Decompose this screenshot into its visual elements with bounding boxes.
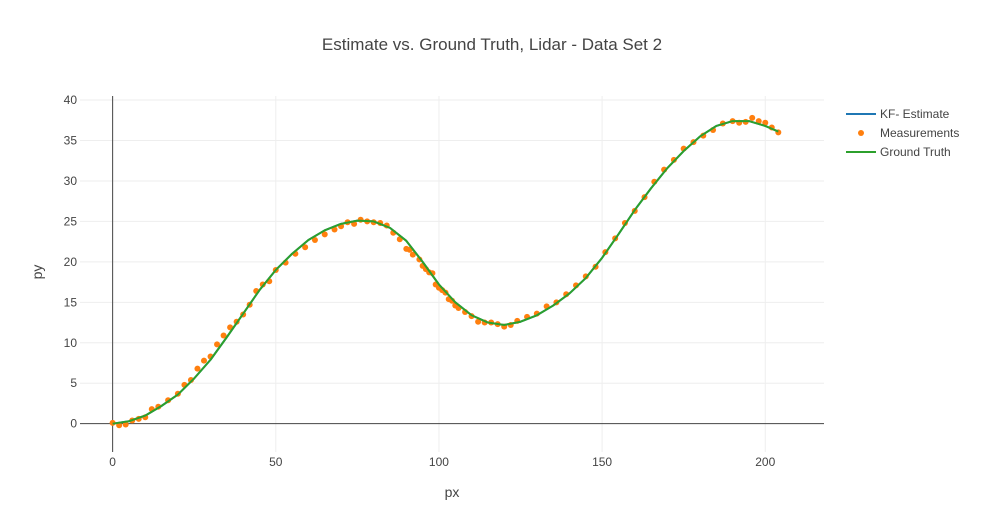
measurement-point xyxy=(409,251,416,258)
measurement-point xyxy=(321,231,328,238)
x-tick-label: 150 xyxy=(592,455,612,469)
measurement-point xyxy=(220,332,227,339)
chart-title: Estimate vs. Ground Truth, Lidar - Data … xyxy=(322,35,662,54)
measurement-point xyxy=(302,244,309,251)
grid xyxy=(80,96,824,452)
series-markers-measurements xyxy=(109,114,782,429)
measurement-point xyxy=(749,114,756,121)
measurement-point xyxy=(762,119,769,126)
series-line-ground-truth xyxy=(112,120,779,425)
y-tick-label: 35 xyxy=(64,134,78,148)
legend-swatch-marker xyxy=(858,130,864,136)
y-tick-label: 5 xyxy=(70,376,77,390)
x-tick-label: 50 xyxy=(269,455,283,469)
y-tick-label: 30 xyxy=(64,174,78,188)
measurement-point xyxy=(194,365,201,372)
legend-item-measurements[interactable]: Measurements xyxy=(858,126,959,140)
tick-labels: 0 50 100 150 200 0 5 10 15 20 25 30 35 40 xyxy=(64,93,776,469)
measurement-point xyxy=(122,421,129,428)
x-tick-label: 200 xyxy=(755,455,775,469)
legend-item-kf-estimate[interactable]: KF- Estimate xyxy=(846,107,950,121)
y-axis-title: py xyxy=(29,265,45,280)
measurement-point xyxy=(214,341,221,348)
legend-label: KF- Estimate xyxy=(880,107,950,121)
measurement-point xyxy=(475,318,482,325)
series-line-kf-estimate xyxy=(112,120,779,425)
y-tick-label: 0 xyxy=(70,417,77,431)
legend[interactable]: KF- Estimate Measurements Ground Truth xyxy=(846,107,959,159)
y-tick-label: 25 xyxy=(64,214,78,228)
measurement-point xyxy=(201,357,207,364)
legend-item-ground-truth[interactable]: Ground Truth xyxy=(846,145,951,159)
legend-label: Ground Truth xyxy=(880,145,951,159)
x-tick-label: 100 xyxy=(429,455,449,469)
legend-label: Measurements xyxy=(880,126,959,140)
y-tick-label: 40 xyxy=(64,93,78,107)
measurement-point xyxy=(311,237,318,244)
plot-area xyxy=(109,114,782,429)
zero-lines xyxy=(80,96,824,452)
y-tick-label: 15 xyxy=(64,295,78,309)
x-tick-label: 0 xyxy=(109,455,116,469)
y-tick-label: 10 xyxy=(64,336,78,350)
x-axis-title: px xyxy=(445,484,460,500)
y-tick-label: 20 xyxy=(64,255,78,269)
